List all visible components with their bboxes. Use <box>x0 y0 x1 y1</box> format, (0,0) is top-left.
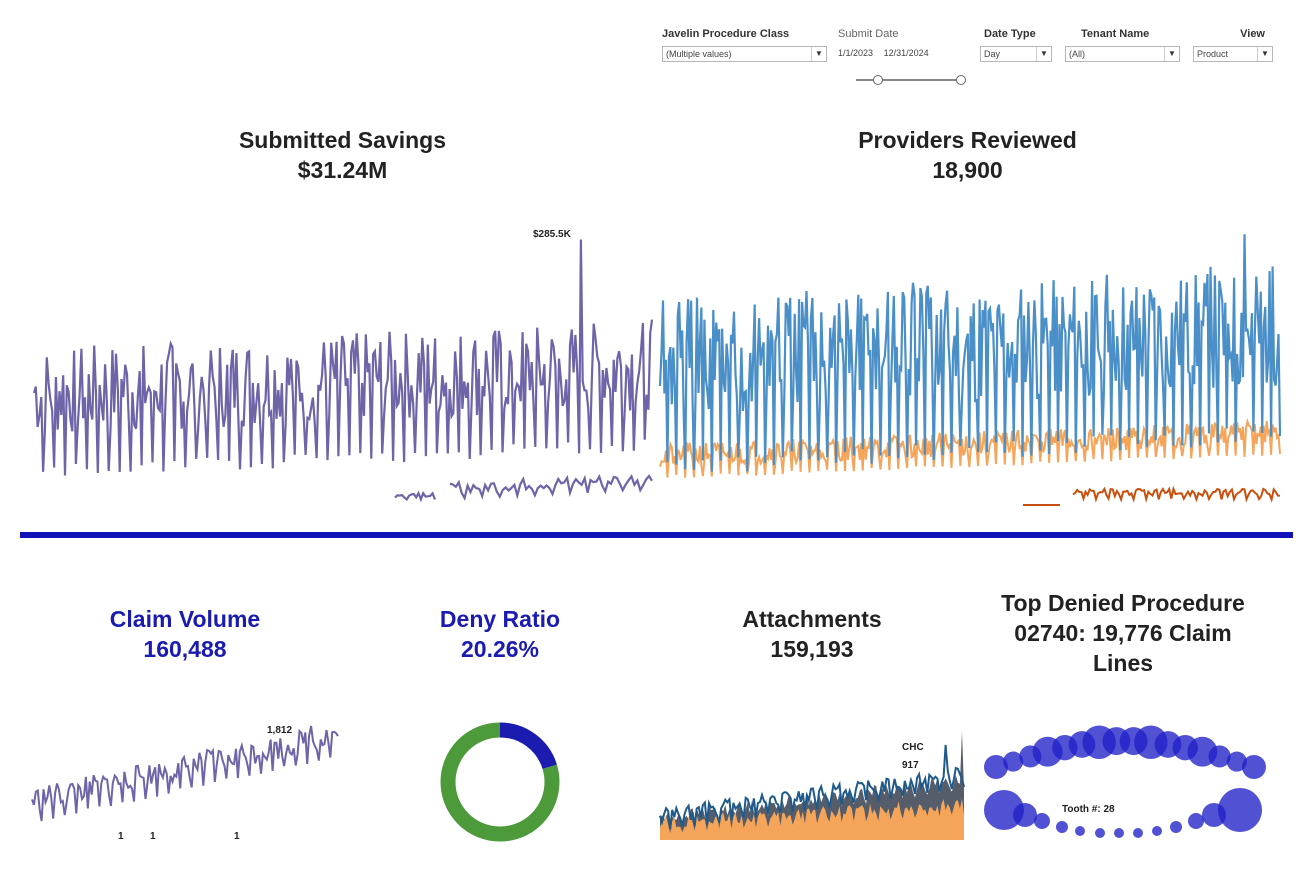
tooth-lower-marker[interactable] <box>1013 803 1037 827</box>
chevron-down-icon: ▼ <box>1036 47 1051 61</box>
view-dropdown[interactable]: Product ▼ <box>1193 46 1273 62</box>
claim-volume-kpi: Claim Volume 160,488 <box>70 604 300 664</box>
tooth-lower-marker[interactable] <box>1034 813 1050 829</box>
procedure-class-dropdown[interactable]: (Multiple values) ▼ <box>662 46 827 62</box>
submit-date-filter: Submit Date 1/1/2023 12/31/2024 <box>838 28 978 85</box>
providers-darkorange-line <box>1072 485 1281 504</box>
savings-gap-line <box>394 490 437 503</box>
savings-series-line <box>32 239 654 476</box>
tenant-name-value: (All) <box>1069 49 1085 59</box>
claim-min-label: 1 <box>234 831 240 842</box>
providers-reviewed-kpi: Providers Reviewed 18,900 <box>775 125 1160 185</box>
filter-bar: Javelin Procedure Class (Multiple values… <box>662 28 1282 88</box>
providers-reviewed-title: Providers Reviewed <box>858 127 1077 153</box>
top-denied-kpi: Top Denied Procedure 02740: 19,776 Claim… <box>968 588 1278 678</box>
submitted-savings-kpi: Submitted Savings $31.24M <box>150 125 535 185</box>
tooth-lower-marker[interactable] <box>1188 813 1204 829</box>
tooth-lower-marker[interactable] <box>1075 826 1085 836</box>
providers-reviewed-chart[interactable] <box>658 220 1283 520</box>
tooth-upper-marker[interactable] <box>1208 745 1231 768</box>
tenant-name-label: Tenant Name <box>1081 28 1150 40</box>
procedure-class-value: (Multiple values) <box>666 49 732 59</box>
tooth-lower-marker[interactable] <box>984 790 1024 830</box>
top-denied-title-line1: Top Denied Procedure <box>1001 590 1245 616</box>
approve-slice[interactable] <box>440 722 560 842</box>
claim-volume-line <box>31 725 339 822</box>
slider-end-handle[interactable] <box>956 75 966 85</box>
tooth-upper-marker[interactable] <box>1242 755 1266 779</box>
deny-ratio-title: Deny Ratio <box>439 606 561 632</box>
tooth-lower-marker[interactable] <box>1133 828 1143 838</box>
claim-min-label: 1 <box>150 831 156 842</box>
attachments-title: Attachments <box>742 606 882 632</box>
attachments-chc-label: CHC <box>902 742 924 753</box>
tooth-lower-marker[interactable] <box>1152 826 1162 836</box>
slider-start-handle[interactable] <box>872 75 883 85</box>
savings-secondary-line <box>449 473 653 502</box>
attachments-peak-label: 917 <box>902 760 919 771</box>
providers-orange-line <box>659 417 1281 478</box>
attachments-value: 159,193 <box>770 636 854 662</box>
view-filter: View Product ▼ <box>1193 28 1273 62</box>
tooth-lower-marker[interactable] <box>1170 821 1182 833</box>
tooth-lower-marker[interactable] <box>1114 828 1124 838</box>
tooth-chart[interactable]: Tooth #: 28 <box>982 715 1270 845</box>
tooth-upper-marker[interactable] <box>984 755 1008 779</box>
submit-date-end[interactable]: 12/31/2024 <box>883 48 929 58</box>
attachments-orange-area <box>660 798 964 840</box>
tooth-lower-marker[interactable] <box>1095 828 1105 838</box>
providers-blue-line <box>658 234 1282 472</box>
slider-track <box>856 79 960 81</box>
attachments-chart[interactable]: CHC 917 <box>658 715 970 845</box>
top-denied-title-line3: Lines <box>1092 650 1154 676</box>
top-denied-title-line2: 02740: 19,776 Claim <box>1014 620 1232 646</box>
providers-reviewed-value: 18,900 <box>932 157 1003 183</box>
view-value: Product <box>1197 49 1229 59</box>
claim-volume-value: 160,488 <box>143 636 227 662</box>
claim-min-label: 1 <box>118 831 124 842</box>
tenant-name-filter: Tenant Name (All) ▼ <box>1065 28 1180 62</box>
date-type-filter: Date Type Day ▼ <box>980 28 1052 62</box>
date-type-label: Date Type <box>984 28 1036 40</box>
procedure-class-label: Javelin Procedure Class <box>662 28 790 40</box>
chevron-down-icon: ▼ <box>1164 47 1179 61</box>
claim-volume-chart[interactable]: 1,812 1 1 1 <box>30 715 342 845</box>
tenant-name-dropdown[interactable]: (All) ▼ <box>1065 46 1180 62</box>
submit-date-label: Submit Date <box>838 28 899 40</box>
section-divider <box>20 532 1293 538</box>
chevron-down-icon: ▼ <box>811 47 826 61</box>
attachments-kpi: Attachments 159,193 <box>697 604 927 664</box>
deny-ratio-kpi: Deny Ratio 20.26% <box>385 604 615 664</box>
submit-date-values: 1/1/2023 12/31/2024 <box>838 48 978 58</box>
savings-peak-label: $285.5K <box>533 229 572 240</box>
submit-date-start[interactable]: 1/1/2023 <box>838 48 874 58</box>
claim-volume-title: Claim Volume <box>109 606 261 632</box>
date-type-dropdown[interactable]: Day ▼ <box>980 46 1052 62</box>
submitted-savings-value: $31.24M <box>297 157 388 183</box>
tooth-label: Tooth #: 28 <box>1062 804 1115 815</box>
procedure-class-filter: Javelin Procedure Class (Multiple values… <box>662 28 827 62</box>
tooth-lower-marker[interactable] <box>1218 788 1262 832</box>
chevron-down-icon: ▼ <box>1257 47 1272 61</box>
submitted-savings-title: Submitted Savings <box>238 127 447 153</box>
date-type-value: Day <box>984 49 1001 59</box>
deny-ratio-donut[interactable] <box>438 720 562 844</box>
claim-peak-label: 1,812 <box>267 725 292 736</box>
submitted-savings-chart[interactable]: $285.5K <box>30 220 655 520</box>
deny-ratio-value: 20.26% <box>460 636 539 662</box>
attachments-blue-line <box>659 744 965 830</box>
tooth-upper-marker[interactable] <box>1226 751 1247 772</box>
tooth-upper-marker[interactable] <box>1003 751 1024 772</box>
view-label: View <box>1240 28 1265 40</box>
submit-date-slider[interactable] <box>856 75 966 85</box>
tooth-lower-marker[interactable] <box>1056 821 1068 833</box>
